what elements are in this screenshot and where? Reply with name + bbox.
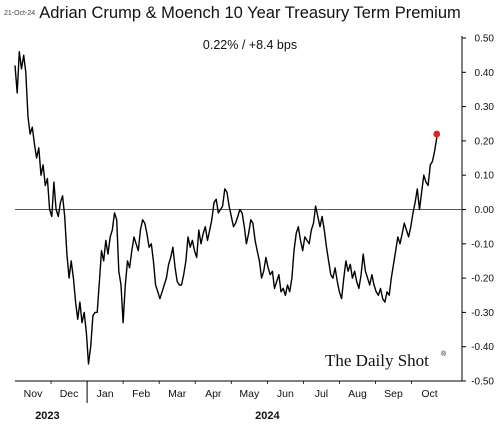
- y-tick-label: 0.20: [475, 136, 495, 147]
- x-tick-label: Mar: [168, 388, 187, 400]
- x-tick-label: Feb: [132, 388, 150, 400]
- y-tick-label: -0.50: [471, 377, 494, 388]
- y-tick-label: -0.40: [471, 342, 494, 353]
- x-tick-label: Sep: [384, 388, 403, 400]
- y-tick-label: -0.30: [471, 308, 494, 319]
- watermark-mark: ®: [441, 350, 447, 358]
- y-tick-label: 0.10: [475, 171, 495, 182]
- series-line: [14, 51, 438, 365]
- date-stamp: 21-Oct-24: [4, 10, 36, 17]
- x-tick-label: May: [239, 388, 260, 400]
- x-tick-label: Dec: [60, 388, 79, 400]
- x-tick-label: Nov: [24, 388, 43, 400]
- x-tick-label: Jul: [315, 388, 328, 400]
- x-tick-label: Jan: [97, 388, 114, 400]
- x-axis: Nov Dec Jan Feb Mar Apr May Jun Jul Aug Sep Oct 2023…: [24, 381, 438, 422]
- y-tick-label: 0.30: [475, 102, 495, 113]
- year-label: 2024: [255, 410, 280, 422]
- y-tick-label: -0.10: [471, 239, 494, 250]
- last-value-marker: [433, 130, 441, 138]
- x-tick-label: Oct: [421, 388, 437, 400]
- chart-title: Adrian Crump & Moench 10 Year Treasury T…: [39, 4, 461, 22]
- year-label: 2023: [35, 410, 59, 422]
- y-tick-label: -0.20: [471, 274, 494, 285]
- series-layer: [14, 51, 441, 365]
- plot-frame: [15, 36, 463, 382]
- x-tick-label: Jun: [277, 388, 294, 400]
- y-tick-label: 0.40: [475, 68, 495, 79]
- y-axis: 0.50 0.40 0.30 0.20 0.10 0.00 -0.10 -0.20 -0.30 -…: [462, 34, 494, 388]
- chart-subtitle: 0.22% / +8.4 bps: [202, 38, 298, 52]
- y-tick-label: 0.50: [475, 34, 495, 45]
- watermark: The Daily Shot ®: [325, 350, 447, 370]
- y-tick-label: 0.00: [475, 205, 495, 216]
- x-tick-label: Apr: [205, 388, 222, 400]
- watermark-text: The Daily Shot: [325, 351, 429, 370]
- x-tick-label: Aug: [348, 388, 367, 400]
